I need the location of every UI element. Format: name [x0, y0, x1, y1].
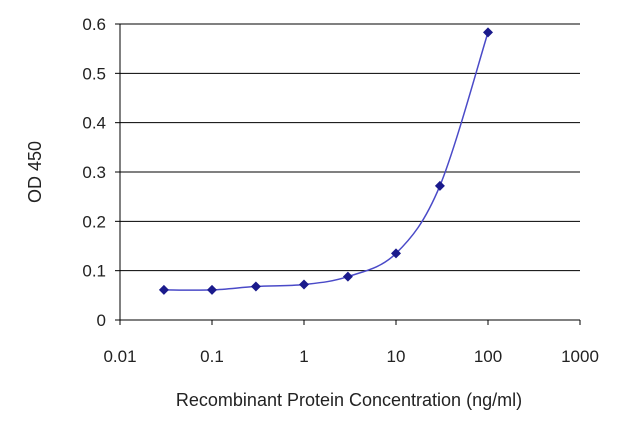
y-tick-label: 0.6: [82, 15, 106, 34]
data-point: [342, 271, 353, 282]
curve-layer: [163, 32, 489, 291]
x-tick-label: 10: [387, 347, 406, 366]
x-tick-label: 1000: [561, 347, 599, 366]
y-tick-label: 0.5: [82, 64, 106, 83]
y-tick-label: 0.3: [82, 163, 106, 182]
grid-layer: [120, 23, 580, 272]
y-tick-label: 0: [97, 311, 106, 330]
data-point: [250, 281, 261, 292]
y-axis-title: OD 450: [25, 141, 45, 203]
x-tick-label: 1: [299, 347, 308, 366]
data-point: [483, 27, 493, 38]
data-point: [391, 248, 401, 259]
point-layer: [158, 27, 493, 295]
axis-layer: [115, 23, 581, 325]
label-layer: 0 0.1 0.2 0.3 0.4 0.5 0.6 0.01 0.1 1 10 100 1000: [82, 15, 599, 366]
x-tick-label: 0.01: [103, 347, 136, 366]
x-tick-label: 0.1: [200, 347, 224, 366]
x-tick-label: 100: [474, 347, 502, 366]
y-tick-label: 0.1: [82, 262, 106, 281]
data-point: [158, 284, 169, 295]
x-axis-title: Recombinant Protein Concentration (ng/ml…: [176, 390, 522, 410]
y-tick-label: 0.4: [82, 114, 106, 133]
data-point: [207, 284, 217, 295]
data-point: [434, 180, 445, 191]
y-tick-label: 0.2: [82, 212, 106, 231]
series-line: [163, 32, 489, 291]
data-point: [299, 279, 309, 290]
